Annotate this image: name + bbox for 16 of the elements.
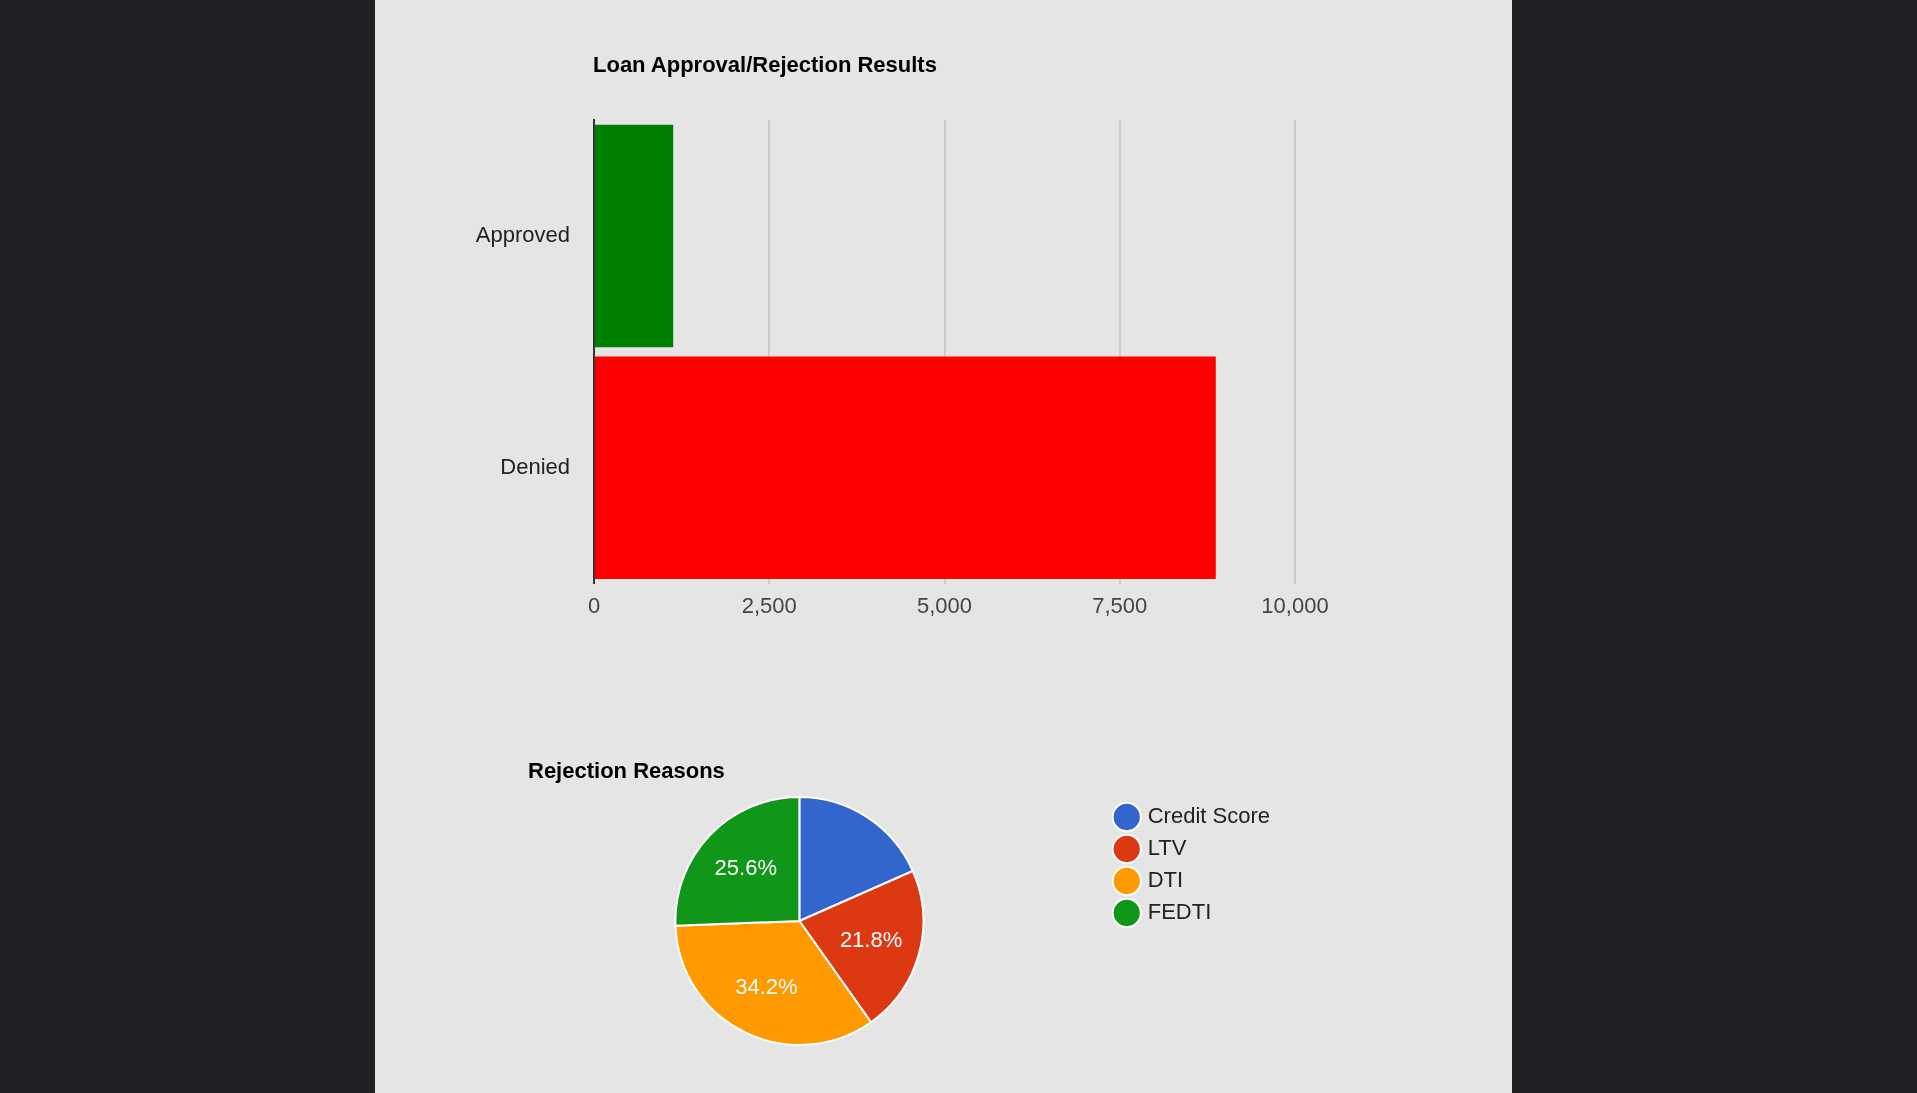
legend-label: FEDTI <box>1147 899 1212 925</box>
legend-label: LTV <box>1147 835 1187 861</box>
x-tick-label: 0 <box>587 592 601 618</box>
data-label: 21.8% <box>839 926 903 952</box>
x-tick-label: 10,000 <box>1261 592 1329 618</box>
x-tick-label: 2,500 <box>741 592 797 618</box>
legend-label: Credit Score <box>1147 803 1271 829</box>
data-label: 34.2% <box>735 973 798 999</box>
x-tick-label: 5,000 <box>916 592 973 618</box>
y-tick-label: Denied <box>500 453 570 479</box>
y-tick-label: Approved <box>475 221 570 247</box>
chart-title: Rejection Reasons <box>528 758 725 784</box>
data-label: 25.6% <box>714 855 777 881</box>
x-tick-label: 7,500 <box>1092 592 1148 618</box>
chart-title: Loan Approval/Rejection Results <box>593 52 937 78</box>
legend-label: DTI <box>1147 867 1184 893</box>
